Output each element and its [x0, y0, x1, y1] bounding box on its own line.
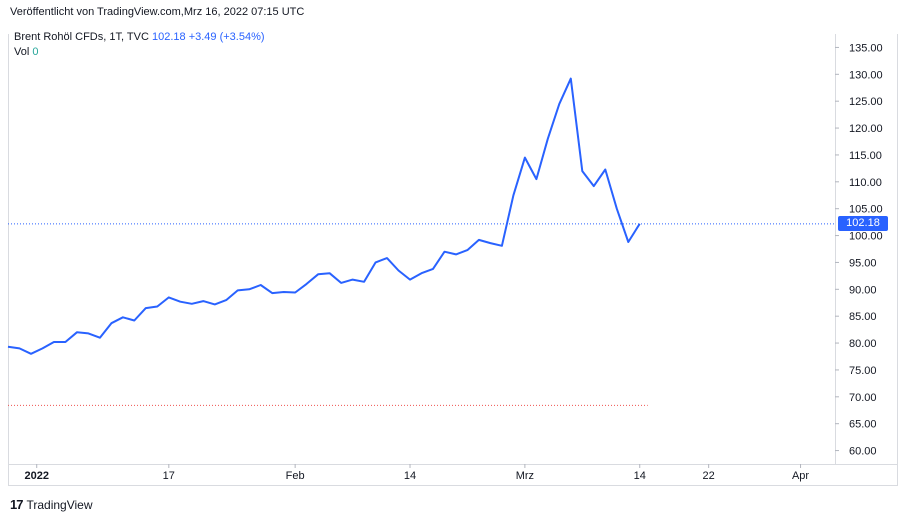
- y-tick-label: 130.00: [849, 69, 883, 81]
- y-tick-label: 65.00: [849, 419, 877, 431]
- chart-legend: Brent Rohöl CFDs, 1T, TVC 102.18 +3.49 (…: [14, 30, 265, 60]
- x-tick-label: 14: [634, 470, 646, 482]
- volume-value: 0: [32, 46, 39, 58]
- time-axis-border: [8, 464, 898, 465]
- y-tick-label: 60.00: [849, 446, 877, 458]
- y-tick-label: 80.00: [849, 338, 877, 350]
- x-tick-label: 14: [404, 470, 416, 482]
- x-tick-label: Feb: [286, 470, 305, 482]
- x-tick-label: 17: [163, 470, 175, 482]
- x-tick-label: 22: [703, 470, 715, 482]
- y-tick-label: 90.00: [849, 284, 877, 296]
- y-tick-label: 125.00: [849, 96, 883, 108]
- current-price-label: 102.18: [838, 215, 888, 231]
- y-tick-label: 135.00: [849, 42, 883, 54]
- y-tick-label: 120.00: [849, 123, 883, 135]
- x-tick-label: 2022: [24, 470, 48, 482]
- y-tick-label: 100.00: [849, 231, 883, 243]
- tradingview-logo-icon: 17: [10, 497, 24, 512]
- symbol-row[interactable]: Brent Rohöl CFDs, 1T, TVC 102.18 +3.49 (…: [14, 30, 265, 45]
- price-axis-border: [835, 34, 836, 464]
- chart-frame: [8, 34, 898, 486]
- y-tick-label: 70.00: [849, 392, 877, 404]
- volume-row[interactable]: Vol 0: [14, 45, 265, 60]
- last-price: 102.18: [151, 31, 186, 43]
- tradingview-brand[interactable]: 17 TradingView: [10, 497, 93, 512]
- y-tick-label: 85.00: [849, 311, 877, 323]
- y-tick-label: 110.00: [849, 177, 882, 189]
- y-tick-label: 105.00: [849, 204, 883, 216]
- published-caption: Veröffentlicht von TradingView.com,Mrz 1…: [10, 6, 305, 18]
- brand-name: TradingView: [26, 497, 93, 512]
- volume-label: Vol: [14, 46, 30, 58]
- x-tick-label: Mrz: [516, 470, 534, 482]
- x-tick-label: Apr: [792, 470, 809, 482]
- y-tick-label: 115.00: [849, 150, 882, 162]
- symbol-name: Brent Rohöl CFDs, 1T, TVC: [14, 31, 149, 43]
- price-change: +3.49 (+3.54%): [188, 31, 265, 43]
- y-tick-label: 95.00: [849, 257, 877, 269]
- y-tick-label: 75.00: [849, 365, 877, 377]
- price-series-line: [7, 77, 641, 355]
